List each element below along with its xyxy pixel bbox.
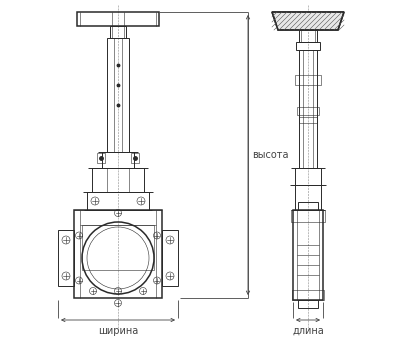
Bar	[291, 210, 325, 222]
Bar	[77, 12, 159, 26]
Bar	[296, 42, 320, 50]
Bar	[87, 192, 149, 210]
Bar	[131, 153, 139, 163]
Text: длина: длина	[292, 326, 324, 336]
Text: ширина: ширина	[98, 326, 138, 336]
Polygon shape	[272, 12, 344, 30]
Bar	[295, 75, 321, 85]
Bar	[299, 117, 317, 123]
Bar	[82, 225, 154, 270]
Bar	[299, 50, 317, 168]
Bar	[97, 153, 105, 163]
Bar	[102, 152, 134, 168]
Bar	[293, 210, 323, 300]
Bar	[298, 300, 318, 308]
Bar	[92, 168, 144, 192]
Bar	[298, 202, 318, 210]
Bar	[74, 210, 162, 298]
Bar	[299, 30, 317, 42]
Bar	[295, 168, 321, 185]
Bar	[107, 38, 129, 152]
Text: высота: высота	[252, 150, 288, 160]
Bar	[110, 26, 126, 38]
Bar	[303, 50, 313, 168]
Bar	[295, 185, 321, 210]
Bar	[292, 290, 324, 300]
Bar	[297, 107, 319, 115]
